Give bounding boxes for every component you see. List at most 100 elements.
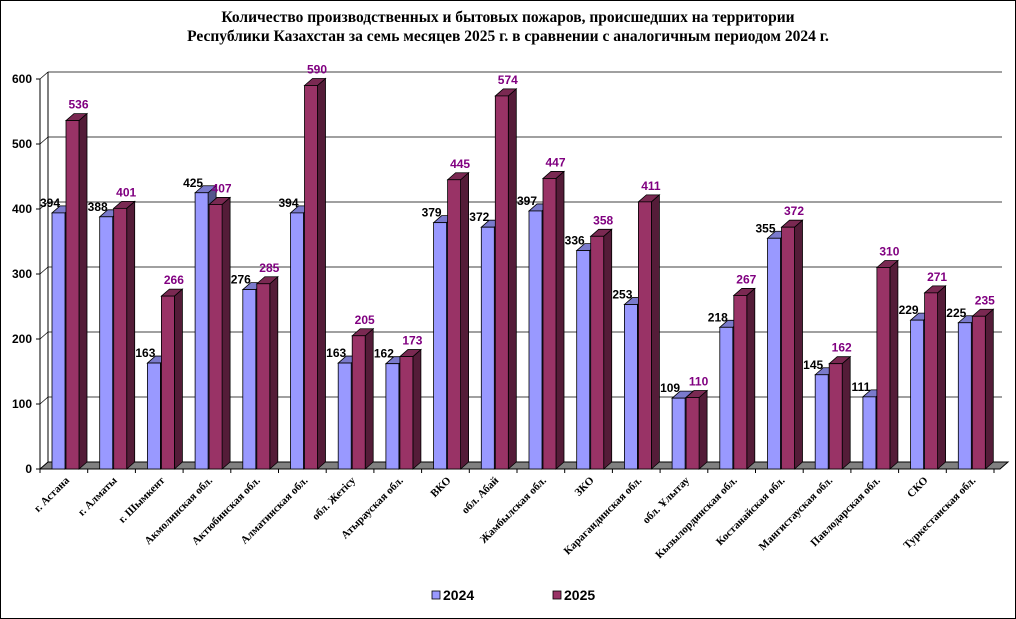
data-label-2025: 590 bbox=[307, 63, 327, 77]
bar-2024-front bbox=[337, 362, 352, 470]
bar-2025-side bbox=[173, 288, 183, 470]
legend-label-2024: 2024 bbox=[443, 587, 474, 603]
data-label-2024: 355 bbox=[755, 221, 775, 235]
bar-2024-front bbox=[51, 212, 66, 470]
data-label-2024: 372 bbox=[469, 210, 489, 224]
data-label-2024: 111 bbox=[852, 380, 871, 394]
bar-2024-front bbox=[671, 397, 686, 470]
y-tick-label: 600 bbox=[12, 72, 32, 86]
bar-2025-side bbox=[317, 77, 326, 470]
data-label-2025: 372 bbox=[784, 204, 804, 218]
bar-2024-front bbox=[862, 396, 877, 470]
bar-2025 bbox=[446, 171, 470, 470]
bar-2024-front bbox=[528, 210, 543, 470]
bar-2025 bbox=[685, 389, 709, 470]
bar-2025-front bbox=[304, 85, 318, 470]
bar-2025-side bbox=[221, 196, 231, 470]
x-tick-label: СКО bbox=[905, 474, 931, 500]
data-label-2024: 253 bbox=[612, 288, 632, 302]
data-label-2025: 285 bbox=[259, 261, 279, 275]
bar-2025-front bbox=[256, 283, 271, 470]
bar-2025-front bbox=[351, 335, 366, 470]
data-label-2025: 536 bbox=[68, 98, 88, 112]
bar-2025-side bbox=[603, 228, 613, 470]
data-label-2024: 225 bbox=[946, 306, 966, 320]
legend-swatch-2025 bbox=[552, 590, 562, 600]
bar-2025 bbox=[732, 287, 756, 470]
bar-2025 bbox=[971, 308, 995, 470]
bar-2024-front bbox=[146, 362, 161, 470]
bar-2024-front bbox=[99, 216, 114, 470]
x-tick-label: ЗКО bbox=[573, 474, 597, 498]
bar-2025-front bbox=[65, 120, 80, 470]
data-label-2025: 205 bbox=[355, 313, 375, 327]
legend-swatch-2024 bbox=[431, 590, 441, 600]
y-tick-label: 100 bbox=[12, 397, 32, 411]
bar-2024-front bbox=[385, 363, 400, 470]
bar-2025 bbox=[64, 112, 89, 470]
data-label-2024: 163 bbox=[135, 346, 155, 360]
bar-2025-side bbox=[412, 348, 422, 470]
data-label-2025: 401 bbox=[116, 185, 136, 199]
bar-2024-front bbox=[576, 250, 591, 470]
data-label-2024: 388 bbox=[88, 200, 108, 214]
y-tick-label: 0 bbox=[25, 462, 32, 476]
bar-2025-front bbox=[208, 204, 223, 470]
x-tick-label: Кызылординская обл. bbox=[653, 474, 740, 561]
data-label-2025: 110 bbox=[689, 375, 709, 389]
bar-2024-front bbox=[719, 326, 734, 470]
data-label-2024: 425 bbox=[183, 176, 203, 190]
bar-2025 bbox=[398, 348, 422, 470]
legend-label-2025: 2025 bbox=[564, 587, 595, 603]
data-label-2025: 574 bbox=[498, 73, 518, 87]
data-label-2024: 145 bbox=[803, 358, 823, 372]
x-tick-label: г. Шымкент bbox=[116, 474, 167, 525]
bar-2025-front bbox=[542, 178, 557, 470]
bar-2025-front bbox=[638, 201, 652, 470]
bar-2024-front bbox=[910, 319, 924, 470]
x-tick-label: обл. Абай bbox=[459, 474, 501, 516]
bar-2025 bbox=[255, 275, 279, 470]
gridline-side bbox=[39, 266, 49, 275]
data-label-2025: 271 bbox=[927, 270, 947, 284]
bar-2025-front bbox=[590, 235, 605, 470]
x-tick-label: обл. Жетісу bbox=[310, 474, 359, 523]
chart-title-line2: Республики Казахстан за семь месяцев 202… bbox=[187, 28, 829, 45]
bar-2025-side bbox=[269, 275, 279, 470]
gridline-side bbox=[39, 331, 49, 340]
gridline-side bbox=[39, 136, 49, 145]
data-label-2025: 358 bbox=[593, 213, 613, 227]
bar-2025-front bbox=[399, 356, 414, 470]
bar-2025-side bbox=[555, 170, 565, 470]
bar-2025-front bbox=[160, 295, 175, 470]
x-tick-label: Карагандинская обл. bbox=[562, 474, 645, 557]
bar-2024-front bbox=[480, 226, 495, 470]
bar-2025-front bbox=[494, 95, 509, 470]
bar-2025-front bbox=[971, 315, 986, 470]
bar-2025-side bbox=[78, 112, 88, 470]
bar-2025-side bbox=[460, 171, 470, 470]
bar-2025-side bbox=[364, 327, 374, 470]
data-label-2024: 109 bbox=[660, 381, 680, 395]
bar-2025 bbox=[112, 200, 136, 470]
bar-2025-side bbox=[746, 287, 756, 470]
bar-2025 bbox=[923, 284, 947, 470]
data-label-2025: 310 bbox=[879, 245, 899, 259]
bar-2024-front bbox=[767, 237, 781, 470]
x-tick-label: ВКО bbox=[428, 474, 453, 499]
bar-2025-front bbox=[876, 267, 891, 470]
data-label-2024: 336 bbox=[565, 234, 585, 248]
bar-2024-front bbox=[290, 212, 304, 470]
bar-2025-front bbox=[828, 363, 843, 470]
y-tick-label: 300 bbox=[12, 267, 32, 281]
data-label-2025: 266 bbox=[164, 273, 184, 287]
bar-2025-side bbox=[126, 200, 136, 470]
bar-2025-side bbox=[984, 308, 994, 470]
x-tick-label: г. Астана bbox=[32, 474, 72, 514]
data-label-2024: 229 bbox=[899, 303, 919, 317]
data-label-2025: 445 bbox=[450, 157, 470, 171]
bar-2025-side bbox=[841, 355, 851, 470]
x-tick-label: г. Алматы bbox=[76, 474, 120, 518]
bar-2024-front bbox=[957, 322, 972, 470]
